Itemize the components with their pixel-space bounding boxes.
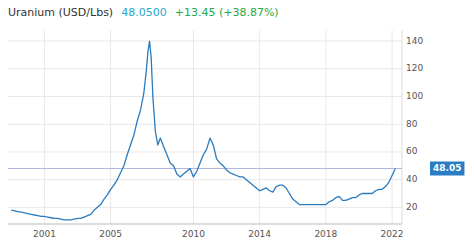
grid-line-y: [8, 68, 402, 69]
grid-line-x: [392, 30, 393, 224]
grid-line-y: [8, 124, 402, 125]
title-annotation: 48.0500: [121, 6, 167, 19]
x-tick-label: 2010: [182, 229, 205, 239]
grid: [8, 30, 402, 224]
data-line: [11, 41, 395, 220]
reference-line: [8, 168, 402, 169]
x-axis-line: [8, 224, 402, 225]
y-tick-label: 100: [406, 91, 423, 101]
title-annotation: +13.45 (+38.87%): [175, 6, 279, 19]
grid-line-y: [8, 41, 402, 42]
reference-label-box: [430, 162, 464, 176]
x-tick-label: 2001: [33, 229, 56, 239]
grid-line-y: [8, 207, 402, 208]
y-tick-label: 80: [406, 119, 418, 129]
grid-line-x: [193, 30, 194, 224]
grid-line-x: [110, 30, 111, 224]
x-tick-label: 2005: [99, 229, 122, 239]
y-tick-label: 40: [406, 174, 418, 184]
grid-line-x: [44, 30, 45, 224]
y-tick-label: 140: [406, 36, 423, 46]
plot-area: [8, 41, 402, 220]
x-tick-label: 2022: [381, 229, 404, 239]
x-tick-label: 2018: [314, 229, 337, 239]
y-axis-line: [402, 30, 403, 224]
grid-line-x: [259, 30, 260, 224]
grid-line-y: [8, 96, 402, 97]
reference-label: 48.05: [433, 163, 461, 173]
x-tick-label: 2014: [248, 229, 271, 239]
grid-line-x: [325, 30, 326, 224]
y-tick-label: 120: [406, 63, 423, 73]
grid-line-y: [8, 179, 402, 180]
y-tick-label: 60: [406, 146, 418, 156]
title: Uranium (USD/Lbs): [8, 6, 113, 19]
y-tick-label: 20: [406, 202, 418, 212]
chart: Uranium (USD/Lbs) 48.0500 +13.45 (+38.87%)…: [0, 0, 474, 246]
